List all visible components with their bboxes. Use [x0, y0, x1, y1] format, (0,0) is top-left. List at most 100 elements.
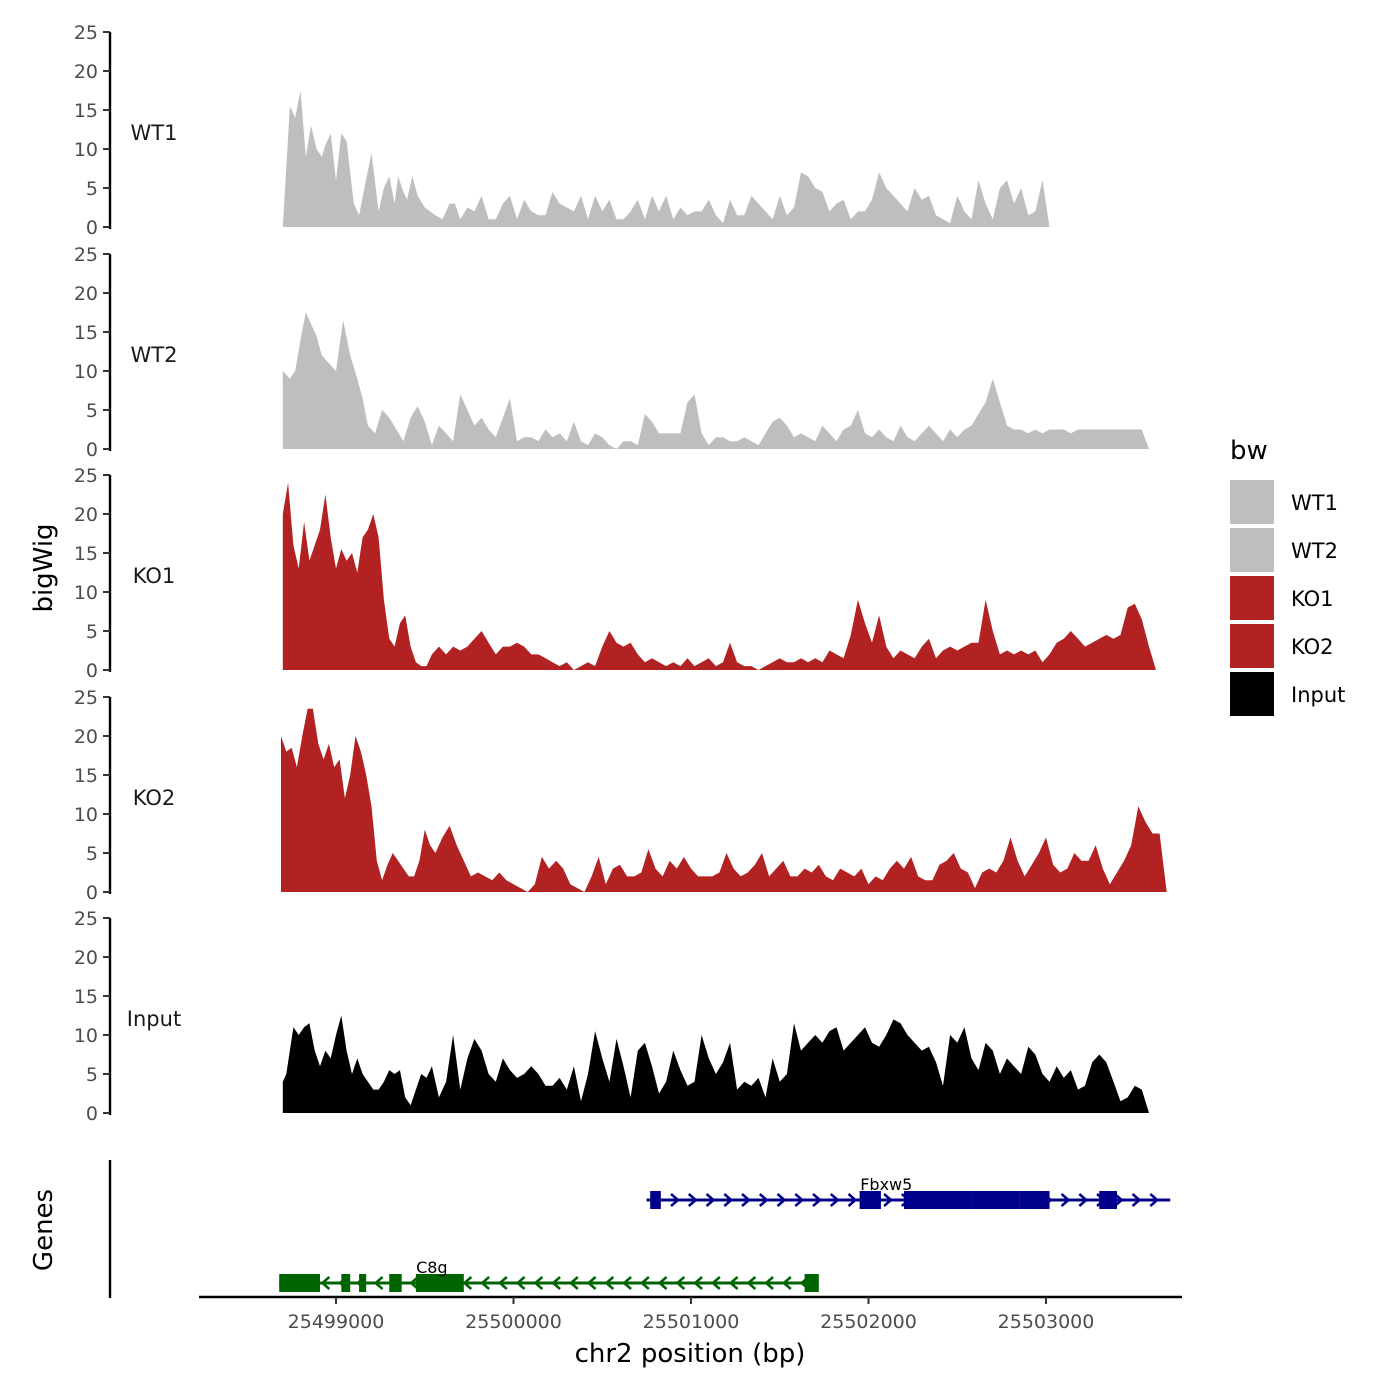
strand-chevron — [723, 1193, 734, 1207]
legend-label: KO2 — [1291, 635, 1334, 659]
gene-exon — [341, 1274, 351, 1292]
strand-chevron — [693, 1276, 703, 1290]
genes-axis-title: Genes — [29, 1189, 59, 1271]
gene-label: Fbxw5 — [860, 1175, 912, 1194]
legend-swatch-ko2 — [1230, 624, 1274, 668]
gene-c8g: C8g — [279, 1258, 819, 1292]
track-label: WT1 — [131, 121, 178, 145]
strand-chevron — [670, 1193, 680, 1207]
strand-chevron — [728, 1276, 739, 1290]
y-tick-label: 0 — [86, 660, 98, 682]
strand-chevron — [1149, 1193, 1160, 1207]
strand-chevron — [687, 1193, 698, 1207]
strand-chevron — [373, 1276, 384, 1290]
legend-label: Input — [1291, 683, 1345, 707]
y-tick-label: 5 — [86, 621, 98, 643]
y-tick-label: 15 — [74, 543, 98, 565]
strand-chevron — [705, 1193, 716, 1207]
strand-chevron — [812, 1193, 822, 1207]
strand-chevron — [515, 1276, 526, 1290]
legend-label: WT1 — [1291, 491, 1338, 515]
strand-chevron — [409, 1276, 419, 1290]
strand-chevron — [829, 1193, 840, 1207]
track-area-wt1 — [282, 90, 1050, 227]
strand-chevron — [776, 1193, 787, 1207]
track-area-input — [282, 1015, 1149, 1113]
gene-fbxw5: Fbxw5 — [646, 1175, 1171, 1209]
strand-chevron — [675, 1276, 686, 1290]
x-tick-label: 25501000 — [643, 1311, 740, 1333]
gene-exon — [859, 1191, 881, 1209]
y-tick-label: 0 — [86, 882, 98, 904]
strand-chevron — [586, 1276, 597, 1290]
strand-chevron — [741, 1193, 751, 1207]
gene-exon — [1019, 1191, 1050, 1209]
x-tick-label: 25503000 — [998, 1311, 1095, 1333]
track-area-ko1 — [282, 482, 1156, 670]
y-tick-label: 25 — [74, 908, 98, 930]
strand-chevron — [746, 1276, 757, 1290]
gene-label: C8g — [416, 1258, 448, 1277]
legend-swatch-ko1 — [1230, 576, 1274, 620]
y-tick-label: 25 — [74, 465, 98, 487]
y-tick-label: 25 — [74, 687, 98, 709]
strand-chevron — [1113, 1193, 1124, 1207]
legend-swatch-wt2 — [1230, 528, 1274, 572]
y-tick-label: 10 — [74, 582, 98, 604]
gene-exon — [971, 1191, 1020, 1209]
legend: bw WT1 WT2 KO1 KO2 Input — [1230, 436, 1345, 716]
y-tick-label: 25 — [74, 244, 98, 266]
y-tick-label: 0 — [86, 217, 98, 239]
gene-exon — [389, 1274, 402, 1292]
y-tick-label: 0 — [86, 439, 98, 461]
y-tick-label: 5 — [86, 400, 98, 422]
track-panel-wt1: 0 5 10 15 20 25 WT1 — [74, 22, 1050, 239]
gene-exon — [804, 1274, 819, 1292]
strand-chevron — [533, 1276, 544, 1290]
y-tick-label: 25 — [74, 22, 98, 44]
strand-chevron — [480, 1276, 490, 1290]
legend-label: WT2 — [1291, 539, 1338, 563]
track-label: KO1 — [133, 564, 176, 588]
y-tick-label: 15 — [74, 322, 98, 344]
y-tick-label: 15 — [74, 100, 98, 122]
strand-chevron — [1060, 1193, 1071, 1207]
strand-chevron — [883, 1193, 893, 1207]
strand-chevron — [1131, 1193, 1142, 1207]
strand-chevron — [758, 1193, 769, 1207]
track-label: Input — [127, 1007, 181, 1031]
gene-exon — [279, 1274, 321, 1292]
track-panel-input: 0 5 10 15 20 25 Input — [74, 908, 1149, 1125]
legend-label: KO1 — [1291, 587, 1334, 611]
y-tick-label: 10 — [74, 804, 98, 826]
y-tick-label: 20 — [74, 947, 98, 969]
x-axis: 25499000 25500000 25501000 25502000 25503000 — [199, 1295, 1182, 1333]
y-tick-label: 20 — [74, 283, 98, 305]
x-axis-title: chr2 position (bp) — [575, 1339, 806, 1369]
y-tick-label: 10 — [74, 1025, 98, 1047]
x-tick-label: 25500000 — [465, 1311, 562, 1333]
y-tick-label: 5 — [86, 1064, 98, 1086]
strand-chevron — [710, 1276, 721, 1290]
strand-chevron — [794, 1193, 805, 1207]
y-axis-title: bigWig — [29, 523, 59, 612]
y-tick-label: 10 — [74, 139, 98, 161]
y-tick-label: 5 — [86, 843, 98, 865]
strand-chevron — [847, 1193, 858, 1207]
legend-swatch-wt1 — [1230, 480, 1274, 524]
y-tick-label: 5 — [86, 178, 98, 200]
gene-exon — [415, 1274, 464, 1292]
strand-chevron — [1078, 1193, 1089, 1207]
bigwig-tracks: 0510152025WT10510152025WT20510152025KO10… — [74, 22, 1167, 1125]
legend-swatch-input — [1230, 672, 1274, 716]
y-tick-label: 20 — [74, 504, 98, 526]
track-panel-ko1: 0 5 10 15 20 25 KO1 — [74, 465, 1156, 682]
track-panel-ko2: 0 5 10 15 20 25 KO2 — [74, 687, 1167, 904]
strand-chevron — [497, 1276, 508, 1290]
track-label: KO2 — [133, 786, 176, 810]
track-area-wt2 — [282, 312, 1149, 449]
genes-panel: Fbxw5 C8g — [108, 1160, 1171, 1298]
track-panel-wt2: 0 5 10 15 20 25 WT2 — [74, 244, 1149, 461]
strand-chevron — [764, 1276, 774, 1290]
